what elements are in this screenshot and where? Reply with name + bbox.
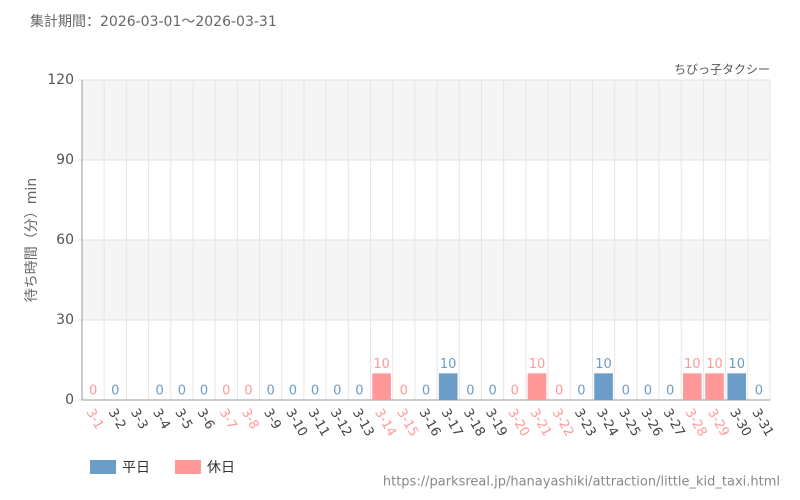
x-tick-label: 3-6 bbox=[194, 406, 218, 432]
bar bbox=[372, 373, 391, 400]
x-tick-label: 3-27 bbox=[660, 406, 688, 439]
data-label: 0 bbox=[200, 384, 208, 399]
data-label: 0 bbox=[178, 384, 186, 399]
data-label: 0 bbox=[355, 384, 363, 399]
data-label: 0 bbox=[333, 384, 341, 399]
chart-subtitle: ちびっ子タクシー bbox=[674, 63, 770, 77]
data-label: 10 bbox=[440, 357, 457, 372]
data-label: 0 bbox=[422, 384, 430, 399]
data-label: 10 bbox=[373, 357, 390, 372]
grid-band bbox=[82, 240, 770, 320]
x-tick-label: 3-4 bbox=[149, 406, 173, 432]
y-tick-label: 0 bbox=[65, 392, 74, 408]
x-tick-label: 3-24 bbox=[593, 406, 621, 439]
x-tick-label: 3-31 bbox=[748, 406, 776, 439]
x-tick-label: 3-13 bbox=[349, 406, 377, 439]
x-tick-label: 3-21 bbox=[526, 406, 554, 439]
data-label: 0 bbox=[555, 384, 563, 399]
y-tick-label: 30 bbox=[56, 312, 74, 328]
data-label: 0 bbox=[111, 384, 119, 399]
x-tick-label: 3-7 bbox=[216, 406, 240, 432]
source-url: https://parksreal.jp/hanayashiki/attract… bbox=[383, 475, 780, 490]
x-tick-label: 3-9 bbox=[260, 406, 284, 432]
data-label: 10 bbox=[706, 357, 723, 372]
x-tick-label: 3-8 bbox=[238, 406, 262, 432]
y-tick-label: 120 bbox=[47, 72, 74, 88]
x-tick-label: 3-17 bbox=[438, 406, 466, 439]
y-axis-label: 待ち時間（分）min bbox=[24, 178, 40, 302]
data-label: 0 bbox=[622, 384, 630, 399]
data-label: 0 bbox=[577, 384, 585, 399]
data-label: 0 bbox=[644, 384, 652, 399]
data-label: 0 bbox=[89, 384, 97, 399]
x-tick-label: 3-22 bbox=[549, 406, 577, 439]
x-tick-label: 3-10 bbox=[282, 406, 310, 439]
chart-title: 集計期間：2026-03-01～2026-03-31 bbox=[30, 13, 277, 30]
data-label: 0 bbox=[289, 384, 297, 399]
legend: 平日 休日 bbox=[90, 460, 235, 476]
x-tick-label: 3-25 bbox=[615, 406, 643, 439]
data-label: 0 bbox=[267, 384, 275, 399]
x-tick-label: 3-20 bbox=[504, 406, 532, 439]
bar bbox=[683, 373, 702, 400]
x-tick-label: 3-19 bbox=[482, 406, 510, 439]
x-tick-label: 3-1 bbox=[83, 406, 107, 432]
data-label: 10 bbox=[595, 357, 612, 372]
bar bbox=[727, 373, 747, 400]
bar bbox=[527, 373, 547, 400]
bar bbox=[705, 373, 724, 400]
x-tick-label: 3-15 bbox=[393, 406, 421, 439]
data-label: 0 bbox=[244, 384, 252, 399]
data-label: 0 bbox=[755, 384, 763, 399]
legend-label: 平日 bbox=[122, 460, 150, 476]
data-label: 10 bbox=[684, 357, 701, 372]
x-tick-label: 3-29 bbox=[704, 406, 732, 439]
x-tick-label: 3-28 bbox=[682, 406, 710, 439]
bar bbox=[438, 373, 458, 400]
data-label: 0 bbox=[466, 384, 474, 399]
x-tick-label: 3-2 bbox=[105, 406, 129, 432]
x-tick-label: 3-12 bbox=[327, 406, 355, 439]
x-tick-label: 3-11 bbox=[305, 406, 333, 439]
data-label: 0 bbox=[400, 384, 408, 399]
data-label: 0 bbox=[222, 384, 230, 399]
x-tick-label: 3-26 bbox=[637, 406, 665, 439]
y-tick-label: 90 bbox=[56, 152, 74, 168]
data-label: 10 bbox=[728, 357, 745, 372]
data-label: 0 bbox=[666, 384, 674, 399]
x-tick-label: 3-30 bbox=[726, 406, 754, 439]
data-label: 0 bbox=[156, 384, 164, 399]
y-tick-label: 60 bbox=[56, 232, 74, 248]
data-label: 10 bbox=[529, 357, 546, 372]
grid-band bbox=[82, 80, 770, 160]
x-tick-label: 3-16 bbox=[416, 406, 444, 439]
data-label: 0 bbox=[488, 384, 496, 399]
legend-label: 休日 bbox=[207, 460, 235, 476]
data-label: 0 bbox=[511, 384, 519, 399]
x-tick-label: 3-5 bbox=[171, 406, 195, 432]
legend-swatch bbox=[175, 460, 201, 474]
data-label: 0 bbox=[311, 384, 319, 399]
x-tick-label: 3-18 bbox=[460, 406, 488, 439]
x-tick-label: 3-14 bbox=[371, 406, 399, 439]
bar bbox=[594, 373, 613, 400]
x-tick-label: 3-23 bbox=[571, 406, 599, 439]
x-tick-label: 3-3 bbox=[127, 406, 151, 432]
legend-swatch bbox=[90, 460, 116, 474]
